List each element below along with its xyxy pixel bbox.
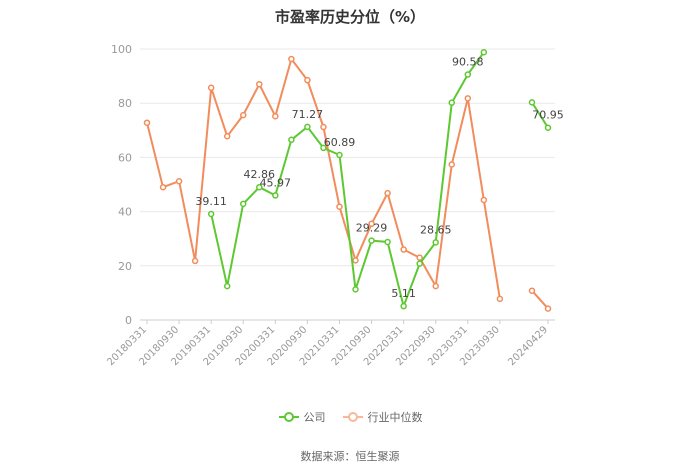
legend-item-company[interactable]: 公司: [278, 409, 326, 425]
data-point-company: [400, 302, 407, 310]
data-point-company: [223, 282, 231, 290]
data-point-industry-median: [304, 76, 311, 84]
data-point-industry-median: [207, 84, 215, 92]
data-point-industry-median: [143, 119, 151, 126]
data-point-company: [352, 286, 359, 293]
data-point-industry-median: [544, 305, 552, 312]
data-point-company: [480, 49, 488, 56]
data-label: 90.58: [452, 56, 484, 69]
data-point-company: [336, 151, 343, 159]
data-label: 71.27: [292, 108, 324, 121]
data-point-industry-median: [288, 55, 295, 63]
legend-label-industry-median: 行业中位数: [367, 411, 423, 424]
y-tick-label: 20: [118, 260, 132, 273]
series-line-company: [531, 101, 549, 129]
data-point-industry-median: [480, 196, 488, 204]
series-line-company: [210, 51, 485, 308]
data-point-company: [528, 99, 536, 106]
x-tick-label: 20240429: [506, 324, 550, 368]
data-point-company: [256, 183, 263, 191]
data-point-industry-median: [400, 246, 407, 253]
data-point-industry-median: [368, 220, 375, 228]
data-point-industry-median: [175, 177, 183, 185]
data-point-industry-median: [448, 161, 456, 168]
y-tick-label: 60: [118, 151, 132, 164]
y-tick-label: 0: [125, 314, 132, 327]
legend-marker-company-icon: [278, 412, 299, 422]
data-point-industry-median: [384, 189, 391, 197]
y-tick-label: 80: [118, 97, 132, 110]
data-point-company: [272, 192, 279, 199]
data-point-industry-median: [159, 183, 167, 191]
data-point-industry-median: [528, 287, 536, 294]
data-point-industry-median: [320, 123, 327, 131]
data-label: 5.11: [391, 287, 416, 300]
data-point-industry-median: [416, 254, 423, 261]
data-point-industry-median: [191, 257, 199, 265]
data-label: 28.65: [420, 223, 452, 236]
data-label: 29.29: [356, 222, 388, 235]
data-point-industry-median: [496, 295, 504, 303]
data-point-company: [416, 260, 423, 267]
data-point-industry-median: [256, 80, 263, 88]
series-line-industry-median: [531, 290, 549, 310]
legend-item-industry-median[interactable]: 行业中位数: [342, 409, 423, 425]
data-point-company: [368, 237, 375, 244]
data-point-industry-median: [223, 133, 231, 140]
data-point-industry-median: [336, 203, 343, 210]
data-point-industry-median: [239, 111, 247, 119]
data-label: 39.11: [195, 195, 227, 208]
y-tick-label: 100: [111, 43, 132, 56]
data-point-company: [304, 123, 311, 131]
series-line-industry-median: [146, 58, 501, 300]
data-point-industry-median: [352, 257, 359, 264]
data-source: 数据来源：恒生聚源: [300, 450, 400, 463]
data-point-company: [288, 136, 295, 144]
data-point-industry-median: [464, 95, 472, 102]
data-label: 45.97: [260, 176, 292, 189]
data-label: 42.86: [244, 168, 276, 181]
data-point-company: [384, 238, 391, 246]
data-point-company: [544, 124, 552, 131]
chart-title: 市盈率历史分位（%）: [274, 8, 426, 26]
legend: 公司 行业中位数: [0, 409, 700, 425]
data-point-company: [207, 210, 215, 218]
legend-marker-industry-median-icon: [342, 412, 363, 422]
data-point-company: [320, 144, 327, 152]
data-point-company: [239, 200, 247, 208]
data-point-company: [464, 71, 472, 78]
data-point-industry-median: [432, 282, 439, 290]
y-tick-label: 40: [118, 206, 132, 219]
legend-label-company: 公司: [303, 411, 326, 424]
data-point-company: [432, 239, 439, 246]
data-label: 60.89: [324, 136, 356, 149]
data-label: 70.95: [532, 109, 564, 122]
data-point-company: [448, 99, 456, 106]
data-point-industry-median: [272, 112, 279, 120]
